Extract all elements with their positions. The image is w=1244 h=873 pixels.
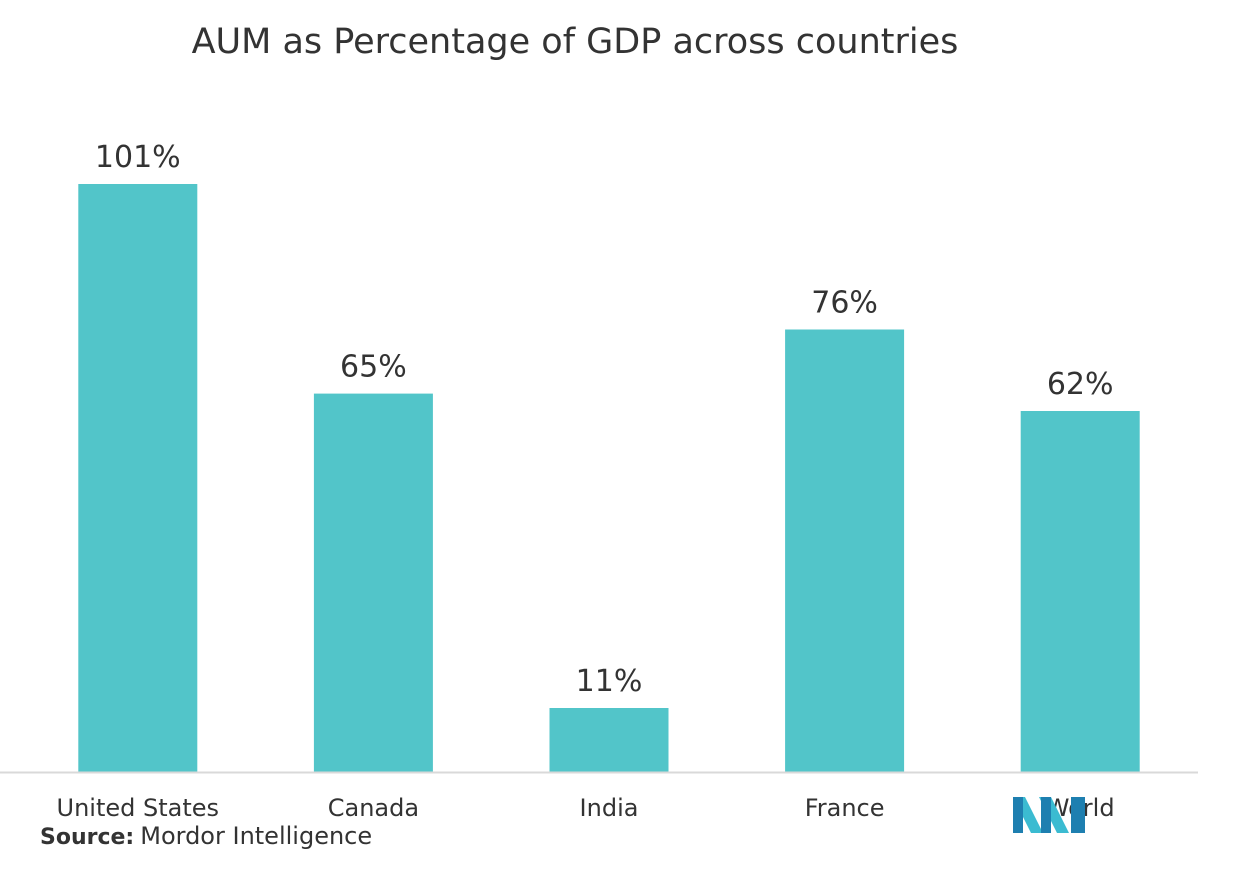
category-labels-layer: United StatesCanadaIndiaFranceWorld xyxy=(57,794,1115,822)
mordor-intelligence-logo xyxy=(1013,797,1085,833)
value-label-india: 11% xyxy=(576,664,643,699)
value-label-france: 76% xyxy=(811,286,878,321)
source-line: Source: Mordor Intelligence xyxy=(40,822,372,850)
bar-france xyxy=(785,329,905,772)
value-label-world: 62% xyxy=(1047,367,1114,402)
value-labels-layer: 101% 65% 11% 76% 62% xyxy=(95,140,1114,699)
category-label-united-states: United States xyxy=(57,794,220,822)
value-label-united-states: 101% xyxy=(95,140,181,175)
source-label: Source: xyxy=(40,825,135,850)
logo-middle-bar xyxy=(1041,797,1051,833)
bar-united-states xyxy=(78,184,198,772)
logo-left-bar xyxy=(1013,797,1023,833)
category-label-france: France xyxy=(805,794,885,822)
source-text: Mordor Intelligence xyxy=(140,822,373,850)
category-label-india: India xyxy=(580,794,639,822)
category-label-canada: Canada xyxy=(328,794,419,822)
logo-right-bar xyxy=(1071,797,1085,833)
bar-india xyxy=(549,708,669,772)
chart-title: AUM as Percentage of GDP across countrie… xyxy=(191,22,959,62)
bars-layer xyxy=(78,184,1140,772)
bar-canada xyxy=(313,393,433,772)
bar-world xyxy=(1020,411,1140,772)
value-label-canada: 65% xyxy=(340,350,407,385)
